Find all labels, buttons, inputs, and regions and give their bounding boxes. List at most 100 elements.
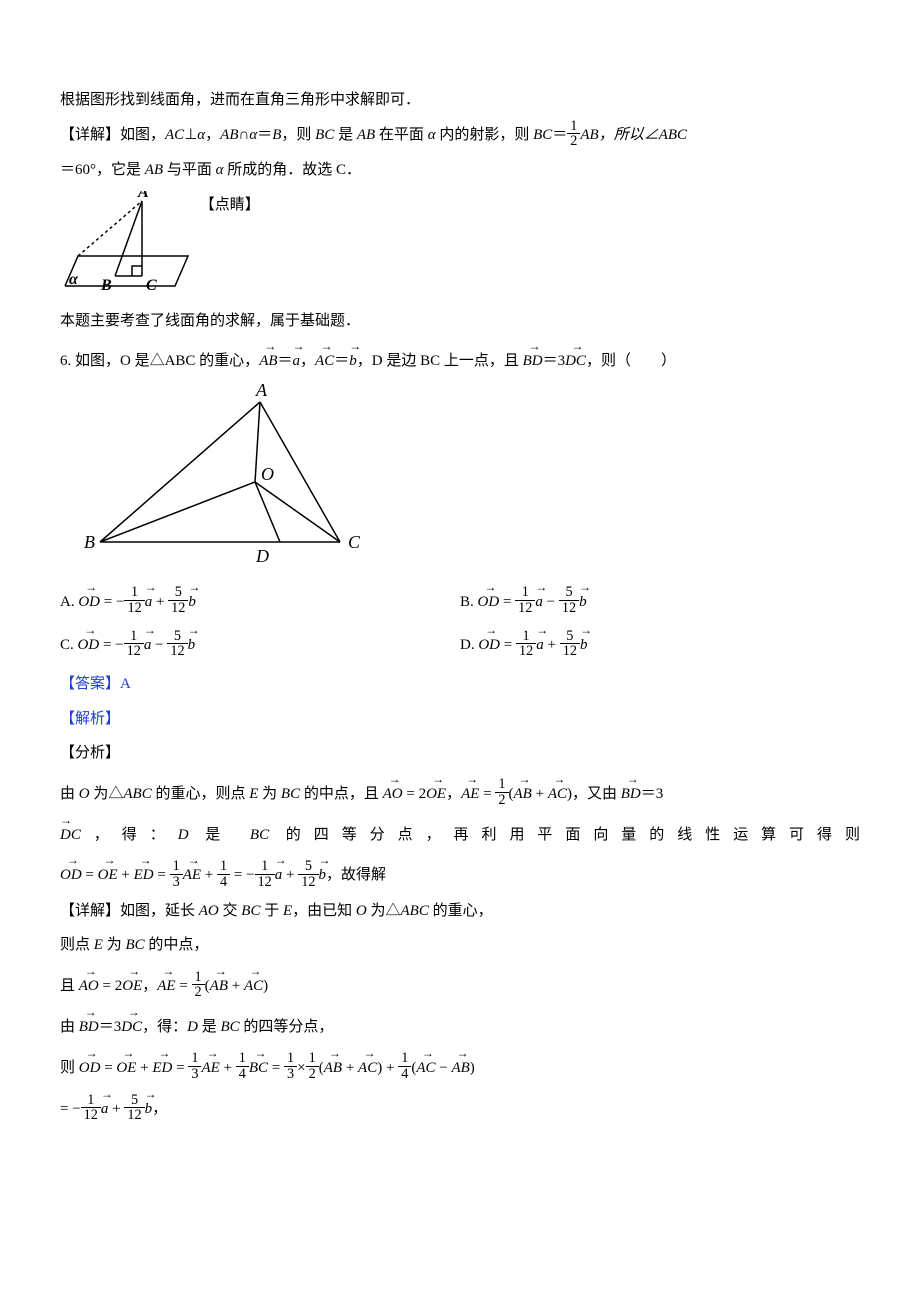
vec-a: a (293, 341, 301, 376)
n: 5 (560, 629, 580, 643)
t: 的重心， (429, 903, 493, 919)
d: 2 (192, 984, 205, 999)
frac: 13 (284, 1051, 297, 1081)
d: 4 (236, 1066, 249, 1081)
t: ＝3 (543, 353, 566, 369)
frac: 14 (217, 859, 230, 889)
vec: a (101, 1089, 109, 1124)
option-a: A. OD = −112a + 512b (60, 578, 460, 621)
t: ，得： (142, 1019, 187, 1035)
n: 1 (516, 629, 536, 643)
vec: a (145, 582, 153, 617)
d: 12 (298, 874, 318, 889)
n: 5 (298, 859, 318, 873)
vec: AO (79, 966, 99, 1001)
t: α (428, 127, 436, 143)
vec: a (535, 582, 543, 617)
para-detail1: 【详解】如图，AC⊥α，AB∩α＝B，则 BC 是 AB 在平面 α 内的射影，… (60, 121, 860, 151)
vec: AC (358, 1048, 377, 1083)
detsol-1: 【详解】如图，延长 AO 交 BC 于 E，由已知 O 为△ABC 的重心， (60, 897, 860, 926)
figure-2: ABCDO (80, 382, 380, 572)
question-6: 6. 如图，O 是△ABC 的重心，AB＝a，AC＝b，D 是边 BC 上一点，… (60, 341, 860, 376)
t: ，得： (81, 827, 178, 843)
t: BC (125, 937, 144, 953)
t: 在平面 (375, 127, 428, 143)
d: 12 (515, 600, 535, 615)
t: ABC (123, 786, 151, 802)
d: 12 (516, 643, 536, 658)
n: 5 (124, 1093, 144, 1107)
vec: DC (121, 1007, 142, 1042)
vec: b (188, 625, 196, 660)
vec: AE (461, 774, 479, 809)
t: BC (250, 827, 269, 843)
frac: 512 (560, 629, 580, 659)
para-intro: 根据图形找到线面角，进而在直角三角形中求解即可． (60, 86, 860, 115)
detsol-6: = −112a + 512b， (60, 1089, 860, 1124)
n: 1 (192, 970, 205, 984)
num: 1 (567, 119, 580, 133)
vec: OE (116, 1048, 136, 1083)
frac: 12 (306, 1051, 319, 1081)
t: ＝ (552, 127, 567, 143)
para-note: 本题主要考查了线面角的求解，属于基础题． (60, 307, 860, 336)
t: 所成的角．故选 C． (223, 162, 361, 178)
t: 的重心，则点 (152, 786, 250, 802)
d: 12 (255, 874, 275, 889)
label: B. (460, 594, 474, 610)
text-intro: 根据图形找到线面角，进而在直角三角形中求解即可． (60, 92, 420, 108)
t: BC (241, 903, 260, 919)
vec: ED (152, 1048, 172, 1083)
d: 2 (306, 1066, 319, 1081)
t: AB，所以∠ (580, 127, 658, 143)
svg-text:D: D (255, 546, 269, 566)
analysis-2: DC，得：D 是 BC 的四等分点，再利用平面向量的线性运算可得则 (60, 815, 860, 850)
n: 1 (284, 1051, 297, 1065)
t: 由 (60, 1019, 79, 1035)
vec: b (319, 855, 327, 890)
t: ，故得解 (326, 867, 386, 883)
t: 内的射影，则 (436, 127, 534, 143)
vec-AC: AC (315, 341, 334, 376)
t (631, 353, 661, 369)
t: AO (199, 903, 219, 919)
frac: 14 (236, 1051, 249, 1081)
svg-text:O: O (261, 464, 274, 484)
vec: BD (621, 774, 641, 809)
vec: b (188, 582, 196, 617)
d: 12 (124, 600, 144, 615)
svg-text:α: α (69, 271, 79, 288)
vec: AB (514, 774, 532, 809)
t: 为 (258, 786, 281, 802)
t: O (79, 786, 90, 802)
svg-text:B: B (100, 277, 112, 294)
n: 1 (124, 585, 144, 599)
t: AC (165, 127, 184, 143)
jiexi-label: 【解析】 (60, 705, 860, 734)
vec: AC (244, 966, 263, 1001)
frac: 512 (167, 629, 187, 659)
t: BC (281, 786, 300, 802)
detsol-3: 且 AO = 2OE，AE = 12(AB + AC) (60, 966, 860, 1001)
frac: 112 (124, 629, 144, 659)
n: 1 (495, 777, 508, 791)
vec: AB (451, 1048, 469, 1083)
d: 3 (188, 1066, 201, 1081)
d: 12 (124, 1107, 144, 1122)
frac: 512 (298, 859, 318, 889)
n: 5 (167, 629, 187, 643)
t: 是 (189, 827, 250, 843)
t: ＝ (278, 353, 293, 369)
vec: AC (548, 774, 567, 809)
vec-DC: DC (565, 341, 586, 376)
vec: OD (79, 1048, 101, 1083)
vec: OD (478, 625, 500, 660)
n: 1 (398, 1051, 411, 1065)
d: 12 (124, 643, 144, 658)
frac-half: 1 2 (567, 119, 580, 149)
analysis-1: 由 O 为△ABC 的重心，则点 E 为 BC 的中点，且 AO = 2OE，A… (60, 774, 860, 809)
d: 12 (560, 643, 580, 658)
t: ＝ (334, 353, 349, 369)
svg-text:B: B (84, 532, 95, 552)
t: 交 (219, 903, 242, 919)
